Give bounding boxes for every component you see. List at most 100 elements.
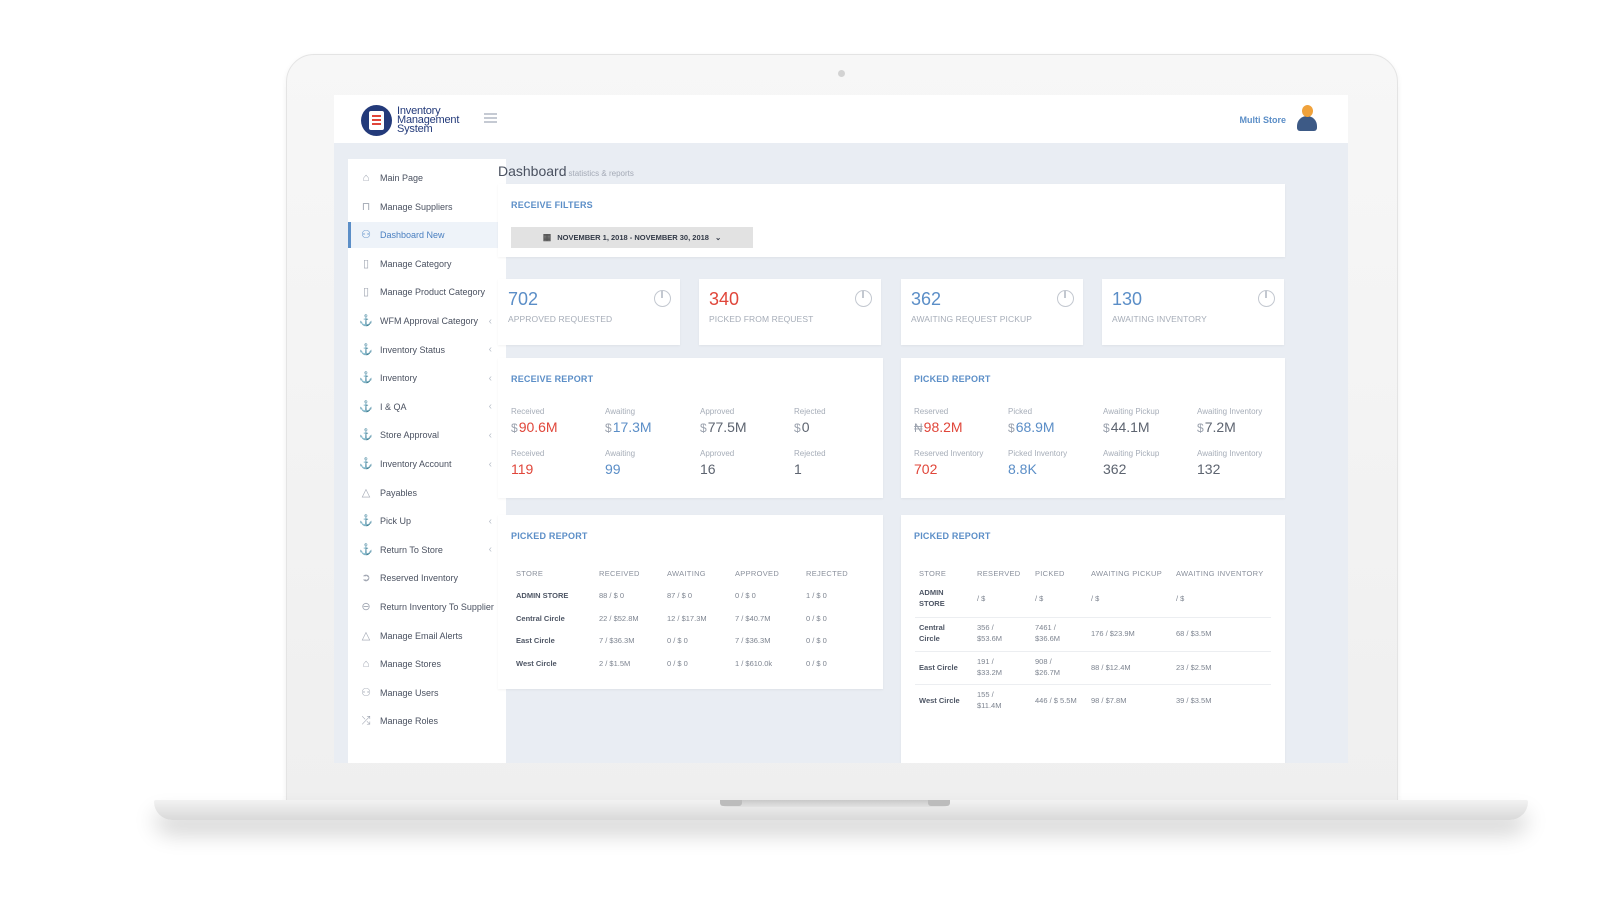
report-metric-value: $77.5M xyxy=(700,419,747,435)
cell-line: / $ xyxy=(1176,594,1185,603)
stat-card-awaiting-request-pickup[interactable]: 362 AWAITING REQUEST PICKUP xyxy=(901,279,1083,345)
stat-value: 702 xyxy=(508,289,539,309)
table-cell: 1 / $ 0 xyxy=(806,591,827,600)
sidebar-item-payables[interactable]: △ Payables xyxy=(348,480,506,506)
sidebar-item-return-to-store[interactable]: ⚓ Return To Store ‹ xyxy=(348,537,506,563)
sidebar-item-label: Manage Product Category xyxy=(380,287,486,298)
picked-report-title: PICKED REPORT xyxy=(914,374,991,384)
table-cell: / $ xyxy=(1176,593,1184,604)
picked-table-card-2: PICKED REPORT STORE RESERVED PICKED AWAITIN… xyxy=(901,515,1285,763)
sidebar-item-store-approval[interactable]: ⚓ Store Approval ‹ xyxy=(348,422,506,448)
sidebar-item-dashboard-new[interactable]: ⚇ Dashboard New xyxy=(348,222,506,249)
picked-table-1-title: PICKED REPORT xyxy=(511,531,588,541)
sidebar-item-main-page[interactable]: ⌂ Main Page xyxy=(348,165,506,191)
stat-value: 340 xyxy=(709,289,740,309)
cell-line: 908 / xyxy=(1035,657,1052,666)
table-header: AWAITING PICKUP xyxy=(1091,569,1163,578)
report-count-value: 99 xyxy=(605,461,621,477)
stat-card-awaiting-inventory[interactable]: 130 AWAITING INVENTORY xyxy=(1102,279,1284,345)
table-header: REJECTED xyxy=(806,569,848,578)
cell-line: $26.7M xyxy=(1035,668,1061,677)
report-count-value: 16 xyxy=(700,461,716,477)
row-divider xyxy=(915,684,1271,685)
home-icon: ⌂ xyxy=(362,658,370,671)
metric-number: 0 xyxy=(801,419,810,435)
currency-symbol: $ xyxy=(1103,421,1110,435)
cell-line: 176 / $23.9M xyxy=(1091,629,1135,638)
chevron-left-icon: ‹ xyxy=(488,344,492,356)
sidebar-item-label: Manage Email Alerts xyxy=(380,630,463,641)
stat-card-approved-requested[interactable]: 702 APPROVED REQUESTED xyxy=(498,279,680,345)
sidebar-item-manage-category[interactable]: ▯ Manage Category xyxy=(348,251,506,277)
table-cell: 68 / $3.5M xyxy=(1176,628,1211,639)
table-header: STORE xyxy=(516,569,544,578)
date-range-picker[interactable]: ▦ NOVEMBER 1, 2018 - NOVEMBER 30, 2018 ⌄ xyxy=(511,227,753,248)
table-cell: 7461 / $36.6M xyxy=(1035,622,1060,644)
sidebar-item-label: Manage Suppliers xyxy=(380,201,453,212)
cell-line: $36.6M xyxy=(1035,634,1061,643)
table-cell: 0 / $ 0 xyxy=(806,613,827,623)
logo-icon[interactable] xyxy=(361,105,392,136)
table-cell: 0 / $ 0 xyxy=(806,636,827,645)
store-label[interactable]: Multi Store xyxy=(1239,115,1287,125)
table-cell: 1 / $610.0k xyxy=(735,658,773,668)
receive-filters-card: RECEIVE FILTERS ▦ NOVEMBER 1, 2018 - NOV… xyxy=(498,184,1285,257)
table-header: STORE xyxy=(919,569,947,578)
avatar[interactable] xyxy=(1296,105,1318,131)
metric-number: 44.1M xyxy=(1110,419,1150,435)
arrow-circle-right-icon: ➲ xyxy=(361,572,371,585)
logo-text[interactable]: Inventory Management System xyxy=(397,105,460,135)
cell-line: $33.2M xyxy=(977,668,1003,677)
report-metric-label: Awaiting Inventory xyxy=(1197,407,1263,416)
sidebar-item-manage-email-alerts[interactable]: △ Manage Email Alerts xyxy=(348,623,506,649)
sidebar-item-label: Manage Users xyxy=(380,687,439,698)
report-metric-label: Reserved xyxy=(914,407,949,416)
report-count-label: Rejected xyxy=(794,449,826,458)
suppliers-icon: ⊓ xyxy=(361,200,371,213)
table-cell: 98 / $7.8M xyxy=(1091,695,1126,706)
anchor-icon: ⚓ xyxy=(359,372,373,385)
sidebar-item-label: Store Approval xyxy=(380,430,440,441)
sidebar-item-manage-stores[interactable]: ⌂ Manage Stores xyxy=(348,651,506,677)
store-name: West Circle xyxy=(516,658,557,668)
chevron-left-icon: ‹ xyxy=(488,458,492,470)
sidebar-item-manage-roles[interactable]: ⤮ Manage Roles xyxy=(348,708,506,734)
sidebar-item-inventory-account[interactable]: ⚓ Inventory Account ‹ xyxy=(348,451,506,477)
sidebar-item-manage-users[interactable]: ⚇ Manage Users xyxy=(348,680,506,706)
sidebar-item-inventory-status[interactable]: ⚓ Inventory Status ‹ xyxy=(348,337,506,363)
app-screen: Inventory Management System Multi Store … xyxy=(334,95,1348,763)
cell-line: 356 / xyxy=(977,623,994,632)
sidebar-item-manage-product-category[interactable]: ▯ Manage Product Category xyxy=(348,279,506,305)
table-cell: 2 / $1.5M xyxy=(599,658,631,668)
table-header: PICKED xyxy=(1035,569,1065,578)
clipboard-icon: ▯ xyxy=(362,286,370,299)
sidebar-item-reserved-inventory[interactable]: ➲ Reserved Inventory xyxy=(348,565,506,591)
chevron-left-icon: ‹ xyxy=(488,429,492,441)
table-cell: 0 / $ 0 xyxy=(806,658,827,668)
stat-label: APPROVED REQUESTED xyxy=(508,314,613,324)
cell-line: 39 / $3.5M xyxy=(1176,696,1212,705)
sidebar-item-i-qa[interactable]: ⚓ I & QA ‹ xyxy=(348,394,506,420)
currency-symbol: $ xyxy=(1197,421,1204,435)
cell-line: 191 / xyxy=(977,657,994,666)
table-header: AWAITING INVENTORY xyxy=(1176,569,1264,578)
currency-symbol: ₦ xyxy=(914,421,923,435)
sidebar-item-label: Manage Roles xyxy=(380,716,439,727)
sidebar-item-manage-suppliers[interactable]: ⊓ Manage Suppliers xyxy=(348,194,506,220)
stat-card-picked-from-request[interactable]: 340 PICKED FROM REQUEST xyxy=(699,279,881,345)
sidebar-item-label: Return Inventory To Supplier xyxy=(380,602,494,612)
menu-toggle-icon[interactable] xyxy=(484,117,497,119)
picked-report-card: PICKED REPORT Reserved ₦98.2M Picked $68.9M… xyxy=(901,358,1285,498)
sidebar-item-inventory[interactable]: ⚓ Inventory ‹ xyxy=(348,365,506,391)
sidebar-item-pick-up[interactable]: ⚓ Pick Up ‹ xyxy=(348,508,506,534)
report-count-value: 1 xyxy=(794,461,802,477)
table-cell: 88 / $12.4M xyxy=(1091,662,1131,673)
report-count-label: Reserved Inventory xyxy=(914,449,984,458)
pie-chart-icon xyxy=(654,290,671,307)
anchor-icon: ⚓ xyxy=(359,515,373,528)
table-cell: 87 / $ 0 xyxy=(667,591,693,600)
sidebar-item-return-inventory-to-supplier[interactable]: ⊖ Return Inventory To Supplier xyxy=(348,594,506,620)
sidebar-item-wfm-approval-category[interactable]: ⚓ WFM Approval Category ‹ xyxy=(348,308,506,334)
table-cell: 0 / $ 0 xyxy=(735,591,756,600)
